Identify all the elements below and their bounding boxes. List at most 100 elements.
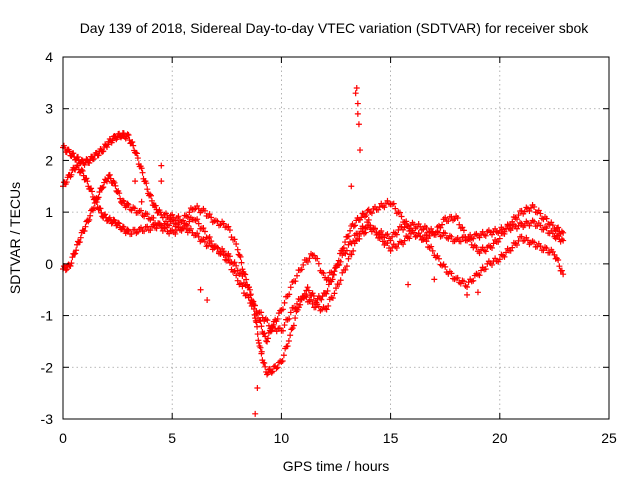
data-point <box>387 247 394 254</box>
data-point <box>220 251 227 258</box>
data-point <box>354 110 361 117</box>
data-point <box>269 368 276 375</box>
data-point <box>286 291 293 298</box>
data-point <box>93 199 100 206</box>
data-point <box>543 245 550 252</box>
data-point <box>495 238 502 245</box>
data-point <box>345 233 352 240</box>
data-point <box>254 331 261 338</box>
data-point <box>274 364 281 371</box>
data-point <box>437 224 444 231</box>
data-point <box>329 276 336 283</box>
data-point <box>535 207 542 214</box>
data-point <box>73 247 80 254</box>
data-point <box>226 253 233 260</box>
data-point <box>333 285 339 292</box>
data-point <box>264 335 271 342</box>
data-point <box>398 213 405 220</box>
data-point <box>470 235 477 242</box>
data-point <box>111 179 118 186</box>
data-point <box>225 256 232 263</box>
data-point <box>125 227 132 234</box>
data-point <box>264 317 271 324</box>
data-point <box>476 250 483 257</box>
data-point <box>169 216 176 223</box>
data-point <box>473 244 480 251</box>
data-point <box>357 147 364 154</box>
data-point <box>139 169 146 176</box>
data-point <box>124 226 131 233</box>
data-point <box>274 315 281 322</box>
data-point <box>128 207 135 214</box>
data-point <box>314 255 321 262</box>
data-point <box>445 235 452 242</box>
data-point <box>496 256 503 263</box>
data-point <box>181 222 188 229</box>
data-point <box>116 220 123 227</box>
data-point <box>89 188 96 195</box>
data-point <box>131 205 138 212</box>
data-point <box>489 231 495 238</box>
data-point <box>287 332 294 339</box>
data-point <box>292 315 299 322</box>
data-point <box>470 277 477 284</box>
data-point <box>63 266 70 273</box>
data-point <box>84 178 91 185</box>
data-point <box>70 150 77 157</box>
data-point <box>325 302 332 309</box>
data-point <box>364 207 371 214</box>
data-point <box>464 284 471 291</box>
data-point <box>339 245 346 252</box>
data-point <box>147 227 154 234</box>
data-point <box>107 175 114 182</box>
data-point <box>304 258 311 265</box>
data-point <box>350 247 357 254</box>
data-point <box>287 284 294 291</box>
data-point <box>261 330 268 337</box>
data-point <box>258 323 265 330</box>
data-point <box>348 251 355 258</box>
data-point <box>336 261 343 268</box>
data-point <box>231 268 238 275</box>
data-point <box>100 148 107 155</box>
data-point <box>81 227 88 234</box>
data-point <box>88 185 95 192</box>
x-tick-label: 25 <box>601 430 617 446</box>
data-point <box>515 212 522 219</box>
data-point <box>225 223 232 230</box>
data-point <box>268 369 275 376</box>
data-point <box>531 203 538 210</box>
data-point <box>537 210 544 217</box>
data-point <box>521 208 528 215</box>
data-point <box>226 259 233 266</box>
data-point <box>90 205 97 212</box>
data-point <box>144 186 151 193</box>
y-axis-label: SDTVAR / TECUs <box>7 182 23 294</box>
data-point <box>442 263 449 270</box>
data-point <box>460 227 467 234</box>
data-point <box>197 286 204 293</box>
data-point <box>320 270 327 277</box>
data-point <box>262 363 269 370</box>
data-point <box>336 281 343 288</box>
data-point <box>74 162 81 169</box>
data-point <box>87 157 94 164</box>
data-point <box>138 207 144 214</box>
data-point <box>464 291 471 298</box>
data-point <box>138 165 145 172</box>
data-point <box>423 238 430 245</box>
data-point <box>279 357 286 364</box>
data-point <box>201 207 208 214</box>
data-point <box>74 153 81 160</box>
data-point <box>439 221 446 228</box>
data-point <box>78 156 85 163</box>
data-point <box>120 198 127 205</box>
data-point <box>194 230 201 237</box>
data-point <box>289 325 296 332</box>
data-point <box>351 240 358 247</box>
data-point <box>429 247 436 254</box>
data-point <box>130 142 137 149</box>
data-point <box>401 237 408 244</box>
data-point <box>100 184 107 191</box>
data-point <box>67 263 74 270</box>
